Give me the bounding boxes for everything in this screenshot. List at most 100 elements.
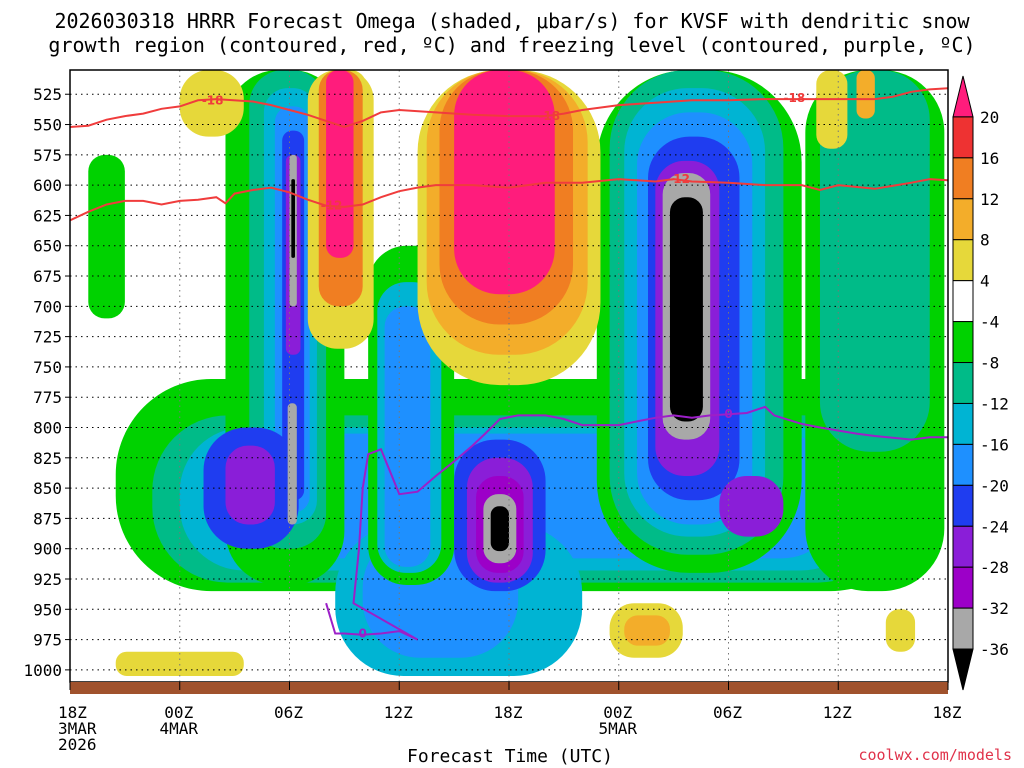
- omega-region-pink-col1-magenta: [326, 70, 354, 258]
- y-tick-label-975: 975: [33, 631, 62, 650]
- credit-text: coolwx.com/models: [858, 746, 1012, 764]
- colorbar-label-4: 4: [980, 272, 990, 291]
- y-tick-label-900: 900: [33, 540, 62, 559]
- y-tick-label-775: 775: [33, 388, 62, 407]
- y-tick-label-600: 600: [33, 176, 62, 195]
- y-tick-label-1000: 1000: [23, 661, 62, 680]
- dgz-label--18-0: -18: [202, 93, 224, 107]
- omega-region-low-yellow-far: [885, 609, 916, 652]
- x-tick-label-0-2: 2026: [58, 735, 97, 754]
- dgz-isotherm--12: [70, 178, 948, 222]
- colorbar-bin-6: [952, 321, 974, 364]
- grid-lines: [70, 70, 948, 682]
- omega-region-low-orange-right: [624, 615, 670, 646]
- colorbar-bin-0: [952, 75, 974, 118]
- colorbar-label-9: -20: [980, 476, 1009, 495]
- colorbar-bin-4: [952, 239, 974, 282]
- colorbar-bin-9: [952, 443, 974, 486]
- x-tick-label-24-0: 18Z: [494, 703, 523, 722]
- dendritic-growth-contours: -18 -18 -18 -12 -12: [70, 87, 948, 222]
- colorbar-label-3: 8: [980, 231, 990, 250]
- omega-region-mid-black: [490, 506, 509, 552]
- y-tick-label-650: 650: [33, 237, 62, 256]
- y-tick-label-750: 750: [33, 358, 62, 377]
- x-tick-label-30-1: 5MAR: [598, 719, 637, 738]
- freezing-label-0: 0: [358, 627, 366, 641]
- y-axis: 525 550 575 600 625 650 675 700 725 750 775 800 825 8…: [23, 85, 70, 680]
- x-tick-label-6-0: 00Z: [164, 703, 193, 722]
- dgz-label--18-2: -18: [784, 91, 806, 105]
- omega-region-top-right-yellow: [816, 70, 848, 149]
- x-tick-label-42-0: 12Z: [823, 703, 852, 722]
- y-tick-label-725: 725: [33, 328, 62, 347]
- y-tick-label-625: 625: [33, 206, 62, 225]
- x-axis-label: Forecast Time (UTC): [407, 746, 613, 767]
- dgz-label--18-1: -18: [538, 109, 560, 123]
- y-tick-label-925: 925: [33, 570, 62, 589]
- colorbar-bin-1: [952, 116, 974, 159]
- colorbar-bin-11: [952, 525, 974, 568]
- omega-region-left-purple-core: [225, 445, 275, 525]
- x-tick-label-0-0: 18Z: [58, 703, 87, 722]
- colorbar: 20 16 12 8 4 -4 -8 -12 -16 -20 -24 -28 -32 -36: [952, 75, 1009, 691]
- x-tick-label-6-1: 4MAR: [159, 719, 198, 738]
- y-tick-label-675: 675: [33, 267, 62, 286]
- colorbar-bin-14: [952, 648, 974, 691]
- omega-region-right-purple-blob: [719, 475, 784, 537]
- freezing-level-line: [325, 405, 948, 641]
- x-tick-label-48-0: 18Z: [933, 703, 962, 722]
- y-tick-label-575: 575: [33, 146, 62, 165]
- x-tick-label-36-0: 06Z: [713, 703, 742, 722]
- colorbar-label-12: -32: [980, 599, 1009, 618]
- colorbar-bin-12: [952, 566, 974, 609]
- colorbar-bin-8: [952, 402, 974, 445]
- y-tick-label-550: 550: [33, 116, 62, 135]
- colorbar-bin-3: [952, 198, 974, 241]
- x-tick-label-30-0: 00Z: [603, 703, 632, 722]
- omega-region-low-yellow-left: [115, 651, 244, 676]
- omega-region-right-teal-col: [819, 70, 930, 452]
- dgz-label--12-1: -12: [668, 172, 690, 186]
- y-tick-label-875: 875: [33, 509, 62, 528]
- omega-region-mid-col-blue: [384, 306, 431, 567]
- omega-region-left-gray: [287, 403, 297, 525]
- y-tick-label-800: 800: [33, 419, 62, 438]
- x-tick-label-18-0: 12Z: [384, 703, 413, 722]
- colorbar-bin-2: [952, 157, 974, 200]
- y-tick-label-850: 850: [33, 479, 62, 498]
- colorbar-bin-5: [952, 280, 974, 323]
- x-tick-label-12-0: 06Z: [274, 703, 303, 722]
- colorbar-label-7: -12: [980, 394, 1009, 413]
- omega-region-pink-col2-magenta: [454, 70, 555, 295]
- y-tick-label-700: 700: [33, 297, 62, 316]
- colorbar-bin-7: [952, 362, 974, 404]
- freezing-level-contour: 00: [325, 405, 948, 641]
- dgz-isotherm--18: [70, 87, 948, 129]
- colorbar-label-1: 16: [980, 149, 999, 168]
- y-tick-label-825: 825: [33, 449, 62, 468]
- colorbar-label-13: -36: [980, 640, 1009, 659]
- y-tick-label-525: 525: [33, 85, 62, 104]
- freezing-label-1: 0: [724, 407, 732, 421]
- colorbar-bin-13: [952, 607, 974, 650]
- colorbar-label-8: -16: [980, 435, 1009, 454]
- colorbar-label-5: -4: [980, 313, 999, 332]
- colorbar-label-6: -8: [980, 354, 999, 373]
- omega-region-green-left-edge: [88, 154, 125, 319]
- colorbar-label-0: 20: [980, 108, 999, 127]
- colorbar-label-11: -28: [980, 558, 1009, 577]
- x-tick-label-0-1: 3MAR: [58, 719, 97, 738]
- colorbar-label-10: -24: [980, 517, 1009, 536]
- colorbar-label-2: 12: [980, 190, 999, 209]
- omega-region-yellow-top-left: [179, 70, 244, 137]
- colorbar-bin-10: [952, 484, 974, 527]
- chart-title-line-2: growth region (contoured, red, ºC) and f…: [48, 33, 975, 57]
- omega-region-col1-black: [291, 179, 295, 258]
- omega-region-col2-black: [669, 197, 703, 422]
- dgz-label--12-0: -12: [321, 199, 343, 213]
- omega-region-top-right-orange: [856, 70, 875, 119]
- plot-area: -18-18-18-12-12 00: [70, 70, 948, 682]
- chart-title-line-1: 2026030318 HRRR Forecast Omega (shaded, …: [54, 9, 970, 33]
